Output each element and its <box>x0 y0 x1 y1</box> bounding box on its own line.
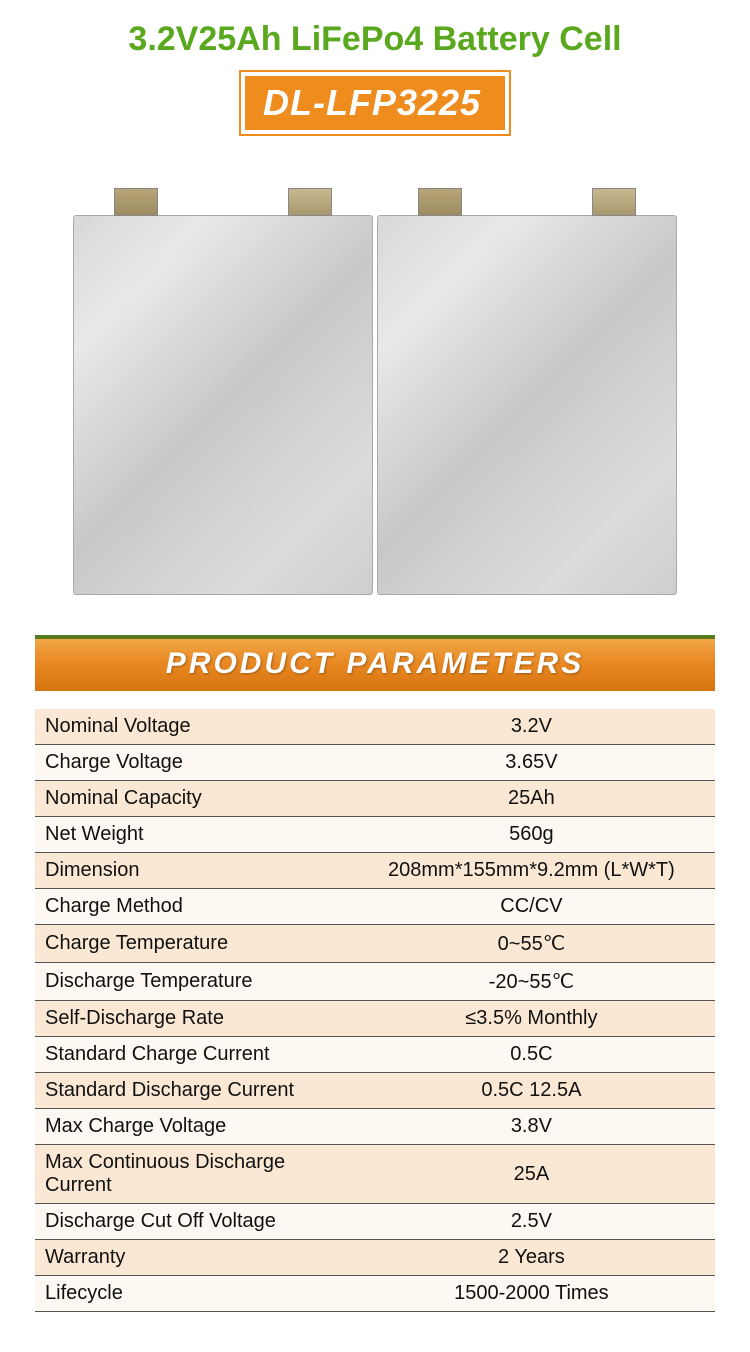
table-row: Lifecycle1500-2000 Times <box>35 1276 715 1312</box>
param-value: 560g <box>348 817 715 853</box>
param-value: -20~55℃ <box>348 963 715 1001</box>
terminal-tab-icon <box>592 188 636 216</box>
param-label: Dimension <box>35 853 348 889</box>
table-row: Net Weight560g <box>35 817 715 853</box>
terminal-tab-icon <box>418 188 462 216</box>
model-badge: DL-LFP3225 <box>240 71 510 135</box>
param-label: Max Charge Voltage <box>35 1109 348 1145</box>
table-row: Charge Voltage3.65V <box>35 745 715 781</box>
param-value: 1500-2000 Times <box>348 1276 715 1312</box>
product-image <box>60 175 690 595</box>
table-row: Dimension208mm*155mm*9.2mm (L*W*T) <box>35 853 715 889</box>
param-value: 3.2V <box>348 709 715 745</box>
table-row: Nominal Voltage3.2V <box>35 709 715 745</box>
param-label: Nominal Capacity <box>35 781 348 817</box>
table-row: Warranty2 Years <box>35 1240 715 1276</box>
param-value: CC/CV <box>348 889 715 925</box>
table-row: Standard Charge Current0.5C <box>35 1037 715 1073</box>
param-label: Discharge Temperature <box>35 963 348 1001</box>
param-value: 0~55℃ <box>348 925 715 963</box>
param-value: 0.5C 12.5A <box>348 1073 715 1109</box>
param-label: Max Continuous Discharge Current <box>35 1145 348 1204</box>
table-row: Charge Temperature0~55℃ <box>35 925 715 963</box>
param-label: Standard Charge Current <box>35 1037 348 1073</box>
table-row: Discharge Temperature-20~55℃ <box>35 963 715 1001</box>
param-value: 3.65V <box>348 745 715 781</box>
param-label: Charge Temperature <box>35 925 348 963</box>
table-row: Self-Discharge Rate≤3.5% Monthly <box>35 1001 715 1037</box>
table-row: Standard Discharge Current0.5C 12.5A <box>35 1073 715 1109</box>
table-row: Charge MethodCC/CV <box>35 889 715 925</box>
battery-cell-right <box>377 215 677 595</box>
param-label: Discharge Cut Off Voltage <box>35 1204 348 1240</box>
param-label: Self-Discharge Rate <box>35 1001 348 1037</box>
param-value: 3.8V <box>348 1109 715 1145</box>
param-value: 208mm*155mm*9.2mm (L*W*T) <box>348 853 715 889</box>
param-label: Lifecycle <box>35 1276 348 1312</box>
param-label: Charge Method <box>35 889 348 925</box>
param-value: 0.5C <box>348 1037 715 1073</box>
parameters-table: Nominal Voltage3.2VCharge Voltage3.65VNo… <box>35 709 715 1312</box>
param-value: 25Ah <box>348 781 715 817</box>
page-title: 3.2V25Ah LiFePo4 Battery Cell <box>0 20 750 59</box>
param-label: Charge Voltage <box>35 745 348 781</box>
param-value: 2.5V <box>348 1204 715 1240</box>
header: 3.2V25Ah LiFePo4 Battery Cell DL-LFP3225 <box>0 20 750 135</box>
terminal-tab-icon <box>288 188 332 216</box>
section-banner: PRODUCT PARAMETERS <box>35 635 715 691</box>
table-row: Discharge Cut Off Voltage2.5V <box>35 1204 715 1240</box>
param-value: 25A <box>348 1145 715 1204</box>
param-value: ≤3.5% Monthly <box>348 1001 715 1037</box>
param-label: Nominal Voltage <box>35 709 348 745</box>
terminal-tab-icon <box>114 188 158 216</box>
battery-cell-left <box>73 215 373 595</box>
section-title: PRODUCT PARAMETERS <box>166 647 584 680</box>
param-label: Net Weight <box>35 817 348 853</box>
param-label: Standard Discharge Current <box>35 1073 348 1109</box>
table-row: Max Continuous Discharge Current25A <box>35 1145 715 1204</box>
param-label: Warranty <box>35 1240 348 1276</box>
param-value: 2 Years <box>348 1240 715 1276</box>
table-row: Max Charge Voltage3.8V <box>35 1109 715 1145</box>
table-row: Nominal Capacity25Ah <box>35 781 715 817</box>
